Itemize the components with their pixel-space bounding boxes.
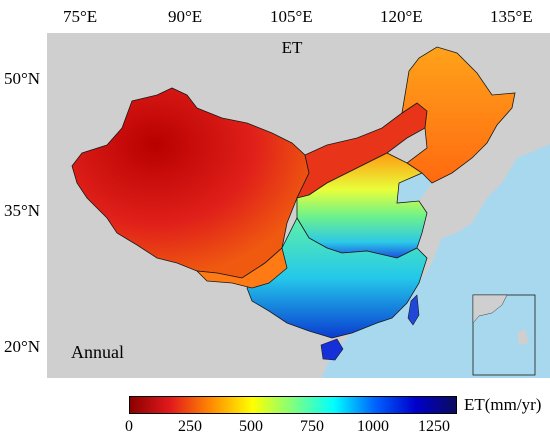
taiwan-island bbox=[407, 294, 420, 326]
lon-label-120: 120°E bbox=[380, 7, 423, 26]
colorbar-tick-250: 250 bbox=[178, 418, 202, 435]
colorbar-tick-500: 500 bbox=[239, 418, 263, 435]
panel-label: Annual bbox=[71, 342, 124, 362]
region-northeast bbox=[401, 46, 516, 184]
lon-label-135: 135°E bbox=[490, 7, 533, 26]
lat-label-50: 50°N bbox=[4, 69, 41, 88]
region-south bbox=[246, 217, 428, 339]
lon-label-75: 75°E bbox=[63, 7, 98, 26]
map-panel: ET Annual bbox=[47, 33, 550, 378]
lon-label-90: 90°E bbox=[168, 7, 203, 26]
colorbar-tick-1000: 1000 bbox=[357, 418, 389, 435]
colorbar bbox=[129, 396, 457, 414]
inset-island bbox=[517, 329, 529, 345]
hainan-island bbox=[320, 338, 344, 361]
colorbar-unit-label: ET(mm/yr) bbox=[464, 395, 542, 414]
lon-label-105: 105°E bbox=[270, 7, 313, 26]
colorbar-tick-750: 750 bbox=[300, 418, 324, 435]
colorbar-tick-0: 0 bbox=[125, 418, 133, 435]
map-title: ET bbox=[282, 38, 303, 57]
inset-land bbox=[472, 294, 508, 324]
region-southwest bbox=[195, 247, 288, 289]
colorbar-tick-1250: 1250 bbox=[418, 418, 450, 435]
lat-label-35: 35°N bbox=[4, 201, 41, 220]
lat-label-20: 20°N bbox=[4, 337, 41, 356]
